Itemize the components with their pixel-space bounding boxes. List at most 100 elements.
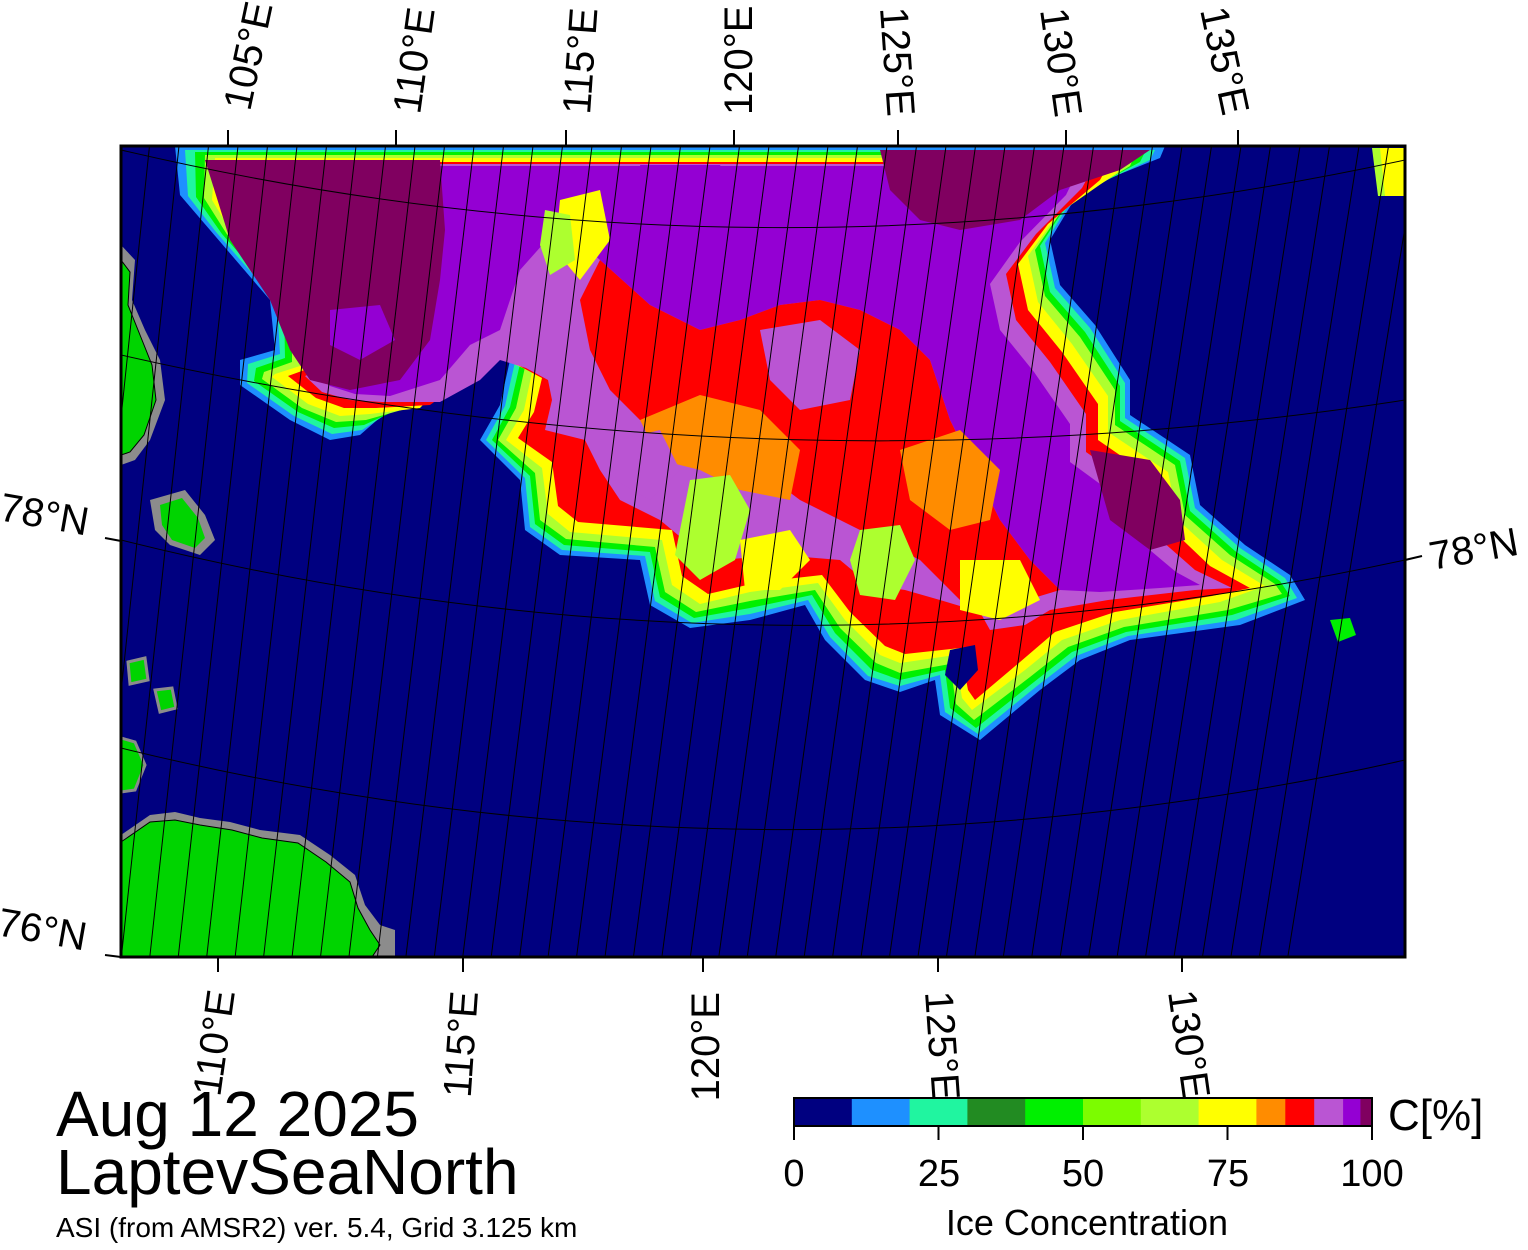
ice-patch-east — [1330, 618, 1356, 642]
meridian-line — [234, 146, 327, 957]
lat-label-left-lower: 76°N — [0, 901, 90, 960]
colorbar-unit-label: C[%] — [1388, 1091, 1483, 1140]
meridian-line — [121, 146, 150, 423]
lat-label-left-upper: 78°N — [0, 486, 92, 545]
meridian-line — [519, 146, 622, 957]
colorbar — [794, 1098, 1373, 1126]
bottom-longitude-labels: 110°E 115°E 120°E 125°E 130°E — [186, 987, 1218, 1102]
region-name: LaptevSeaNorth — [56, 1136, 519, 1208]
land-masses — [121, 245, 395, 957]
bottom-lon-label: 115°E — [436, 990, 487, 1099]
colorbar-ticks — [793, 1126, 1373, 1140]
top-lon-label: 105°E — [216, 0, 282, 114]
meridian-line — [405, 146, 504, 957]
meridian-line — [348, 146, 445, 957]
top-lon-label: 135°E — [1191, 3, 1257, 119]
meridian-line — [36, 146, 120, 957]
meridian-line — [177, 146, 268, 957]
meridian-line — [775, 146, 888, 957]
land-west-lower — [121, 736, 147, 794]
meridian-line — [661, 146, 770, 957]
top-lon-label: 125°E — [871, 6, 923, 118]
parallel-line — [121, 747, 1405, 831]
meridian-line — [1059, 146, 1183, 957]
ice-band-core — [248, 166, 1200, 592]
meridian-line — [320, 146, 416, 957]
colorbar-segment — [1360, 1098, 1373, 1126]
lat-tick-left-upper — [104, 537, 122, 542]
parallel-line — [121, 149, 1405, 229]
meridian-line — [604, 146, 711, 957]
colorbar-segment — [1343, 1098, 1361, 1126]
meridian-line — [803, 146, 917, 957]
top-lon-label: 110°E — [385, 5, 443, 117]
meridian-line — [1145, 146, 1271, 957]
meridian-line — [1116, 146, 1242, 957]
meridian-line — [860, 146, 976, 957]
meridian-line — [576, 146, 681, 957]
meridian-line — [206, 146, 298, 957]
meridian-line — [433, 146, 534, 957]
ice-patch-corner — [1378, 148, 1405, 196]
colorbar-segment — [794, 1098, 853, 1126]
meridian-line — [1201, 146, 1330, 957]
colorbar-title: Ice Concentration — [946, 1202, 1228, 1243]
meridian-line — [376, 146, 475, 957]
parallel-line — [121, 539, 1405, 626]
meridian-line — [632, 146, 740, 957]
meridian-line — [718, 146, 829, 957]
colorbar-segment — [1198, 1098, 1257, 1126]
parallel-line — [121, 354, 1405, 442]
meridian-line — [917, 146, 1035, 957]
colorbar-tick-label: 0 — [783, 1153, 804, 1195]
colorbar-tick-label: 100 — [1340, 1153, 1403, 1195]
meridian-line — [121, 146, 180, 698]
land-island-c — [126, 656, 150, 686]
meridian-line — [547, 146, 652, 957]
meridian-line — [1088, 146, 1212, 957]
colorbar-tick-label: 25 — [918, 1153, 960, 1195]
bottom-lon-label: 120°E — [684, 992, 728, 1101]
meridian-line — [1173, 146, 1301, 957]
lat-tick-left-lower — [104, 954, 122, 958]
colorbar-tick-label: 50 — [1062, 1153, 1104, 1195]
meridian-line — [462, 146, 563, 957]
longitude-ticks — [217, 130, 1239, 972]
colorbar-segment — [909, 1098, 968, 1126]
land-island-b — [153, 686, 178, 714]
meridian-line — [1230, 146, 1360, 957]
meridian-line — [291, 146, 386, 957]
colorbar-segment — [1025, 1098, 1084, 1126]
meridian-line — [945, 146, 1065, 957]
meridian-line — [490, 146, 593, 957]
top-lon-label: 130°E — [1031, 5, 1090, 119]
colorbar-segment — [1285, 1098, 1315, 1126]
top-lon-label: 115°E — [555, 6, 606, 115]
lat-label-right: 78°N — [1426, 520, 1522, 579]
lat-tick-right — [1404, 555, 1423, 561]
colorbar-tick-labels: 0 25 50 75 100 — [783, 1153, 1403, 1195]
polynya-inlet — [945, 645, 978, 690]
meridian-line — [746, 146, 858, 957]
meridian-line — [1002, 146, 1124, 957]
meridian-line — [263, 146, 357, 957]
meridian-line — [889, 146, 1006, 957]
colorbar-tick-label: 75 — [1207, 1153, 1249, 1195]
product-info: ASI (from AMSR2) ver. 5.4, Grid 3.125 km — [56, 1212, 578, 1243]
ice-patch-corner-edge — [1372, 148, 1385, 196]
colorbar-segment — [1140, 1098, 1200, 1126]
map-date: Aug 12 2025 — [56, 1078, 419, 1150]
colorbar-segment — [1083, 1098, 1142, 1126]
land-island-a-core — [160, 498, 205, 548]
colorbar-segment — [1314, 1098, 1344, 1126]
meridian-line — [832, 146, 947, 957]
top-longitude-labels: 105°E 110°E 115°E 120°E 125°E 130°E 135°… — [216, 0, 1257, 120]
meridian-line — [1287, 223, 1405, 957]
ice-interior-patches — [205, 150, 1185, 620]
top-lon-label: 120°E — [717, 6, 761, 115]
colorbar-segment — [967, 1098, 1026, 1126]
meridian-line — [149, 146, 239, 957]
bottom-lon-label: 125°E — [916, 990, 968, 1102]
land-southwest-core — [121, 819, 381, 957]
map-frame — [119, 144, 1407, 959]
